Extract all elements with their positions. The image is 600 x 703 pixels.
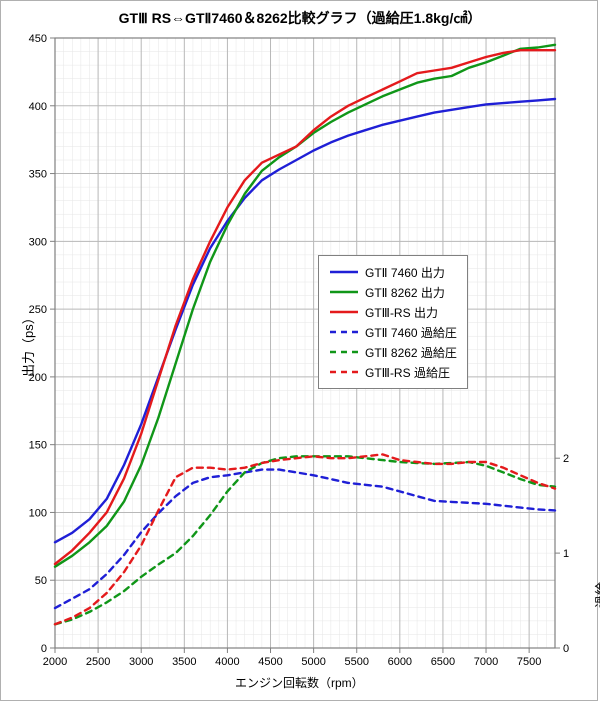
svg-text:150: 150 [29, 440, 47, 452]
x-axis-label: エンジン回転数（rpm） [235, 674, 364, 691]
legend-item: GTⅡ 8262 出力 [329, 282, 457, 302]
legend-label: GTⅡ 8262 出力 [365, 284, 445, 301]
svg-text:3000: 3000 [129, 656, 153, 668]
y1-axis-label: 出力（ps） [18, 311, 37, 377]
legend-swatch [329, 363, 359, 381]
svg-text:1: 1 [563, 548, 569, 560]
svg-text:300: 300 [29, 236, 47, 248]
legend-item: GTⅢ-RS 過給圧 [329, 362, 457, 382]
legend-label: GTⅢ-RS 出力 [365, 304, 438, 321]
svg-text:4500: 4500 [258, 656, 282, 668]
legend-swatch [329, 263, 359, 281]
svg-text:3500: 3500 [172, 656, 196, 668]
svg-text:400: 400 [29, 101, 47, 113]
svg-text:350: 350 [29, 169, 47, 181]
svg-text:4000: 4000 [215, 656, 239, 668]
legend-swatch [329, 323, 359, 341]
svg-text:50: 50 [35, 575, 47, 587]
legend-label: GTⅡ 7460 出力 [365, 264, 445, 281]
svg-text:0: 0 [563, 643, 569, 655]
legend-item: GTⅡ 8262 過給圧 [329, 342, 457, 362]
legend-swatch [329, 303, 359, 321]
svg-text:7000: 7000 [474, 656, 498, 668]
svg-text:6500: 6500 [431, 656, 455, 668]
legend-swatch [329, 283, 359, 301]
y2-axis-label: 過給圧（kg/㎠） [591, 578, 600, 608]
legend-swatch [329, 343, 359, 361]
chart-plot: 2000250030003500400045005000550060006500… [0, 0, 600, 703]
svg-text:5500: 5500 [344, 656, 368, 668]
svg-text:2000: 2000 [43, 656, 67, 668]
legend: GTⅡ 7460 出力 GTⅡ 8262 出力 GTⅢ-RS 出力 GTⅡ 7460 … [318, 255, 468, 389]
legend-label: GTⅢ-RS 過給圧 [365, 364, 450, 381]
svg-text:2: 2 [563, 453, 569, 465]
legend-item: GTⅡ 7460 過給圧 [329, 322, 457, 342]
legend-item: GTⅡ 7460 出力 [329, 262, 457, 282]
svg-text:0: 0 [41, 643, 47, 655]
svg-text:100: 100 [29, 507, 47, 519]
svg-text:450: 450 [29, 33, 47, 45]
svg-text:2500: 2500 [86, 656, 110, 668]
svg-text:6000: 6000 [388, 656, 412, 668]
legend-label: GTⅡ 7460 過給圧 [365, 324, 457, 341]
svg-text:7500: 7500 [517, 656, 541, 668]
legend-item: GTⅢ-RS 出力 [329, 302, 457, 322]
chart-container: GTⅢ RS⇔GTⅡ7460＆8262比較グラフ（過給圧1.8kg/㎠） 200… [0, 0, 600, 703]
legend-label: GTⅡ 8262 過給圧 [365, 344, 457, 361]
svg-text:5000: 5000 [301, 656, 325, 668]
